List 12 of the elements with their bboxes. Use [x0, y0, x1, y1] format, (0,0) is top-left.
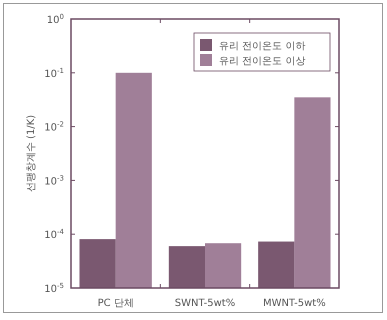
x-tick-label: MWNT-5wt%: [262, 298, 326, 309]
legend-label: 유리 전이온도 이상: [219, 56, 306, 67]
y-tick-label: 10$^{0}$: [46, 13, 64, 26]
legend-label: 유리 전이온도 이하: [219, 41, 306, 52]
y-tick-label: 10$^{-3}$: [44, 174, 64, 188]
x-tick-label: PC 단체: [98, 298, 134, 309]
x-tick-label: SWNT-5wt%: [174, 298, 236, 309]
y-tick-label: 10$^{-1}$: [44, 66, 64, 80]
y-tick-label: 10$^{-5}$: [44, 282, 64, 295]
y-tick-label: 10$^{-2}$: [44, 120, 64, 134]
y-axis-title: 선팽창계수 (1/K): [26, 114, 37, 192]
y-tick-label: 10$^{-4}$: [44, 228, 65, 242]
